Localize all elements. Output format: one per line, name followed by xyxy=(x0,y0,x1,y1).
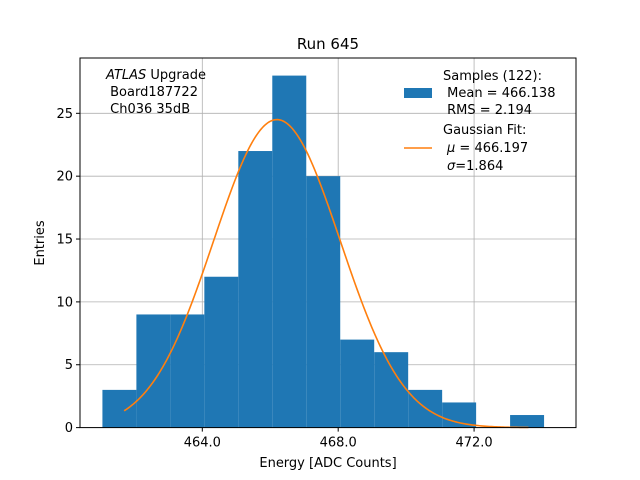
annotation-board: Board187722 xyxy=(106,85,198,100)
legend-samples-patch xyxy=(404,88,432,98)
histogram-bar-10 xyxy=(442,402,477,428)
legend-fit-title: Gaussian Fit: xyxy=(443,123,526,138)
plot-frame xyxy=(79,57,577,429)
histogram-bars xyxy=(102,75,545,428)
histogram-bar-8 xyxy=(374,352,409,428)
histogram-bar-3 xyxy=(204,276,239,428)
legend-sigma-symbol: σ xyxy=(447,159,456,174)
x-tick-label-1: 468.0 xyxy=(320,436,357,451)
gaussian-fit-curve xyxy=(123,118,529,429)
x-axis-label: Energy [ADC Counts] xyxy=(259,456,396,471)
y-axis-ticks: 0 5 10 15 20 25 xyxy=(56,107,80,436)
legend-samples-mean: Mean = 466.138 xyxy=(443,86,555,101)
x-tick-label-0: 464.0 xyxy=(184,436,221,451)
legend-sigma-value: =1.864 xyxy=(455,159,503,174)
histogram-bar-7 xyxy=(340,339,375,428)
annotation: ATLAS Upgrade Board187722 Ch036 35dB xyxy=(105,68,206,117)
y-tick-label-0: 0 xyxy=(65,421,73,436)
histogram-bar-4 xyxy=(238,151,273,428)
histogram-bar-5 xyxy=(272,75,307,428)
chart-title: Run 645 xyxy=(297,35,359,53)
y-tick-label-3: 15 xyxy=(56,233,73,248)
annotation-experiment: ATLAS Upgrade xyxy=(105,68,206,83)
legend-fit-sigma: σ=1.864 xyxy=(447,159,503,174)
y-tick-label-1: 5 xyxy=(65,358,73,373)
annotation-upgrade: Upgrade xyxy=(146,68,206,83)
y-tick-label-4: 20 xyxy=(56,170,73,185)
histogram-bar-0 xyxy=(102,389,137,428)
x-tick-label-2: 472.0 xyxy=(455,436,492,451)
annotation-channel: Ch036 35dB xyxy=(106,102,190,117)
legend: Samples (122): Mean = 466.138 RMS = 2.19… xyxy=(404,69,555,174)
histogram-bar-6 xyxy=(306,176,341,428)
histogram-bar-9 xyxy=(408,389,443,428)
histogram-bar-2 xyxy=(170,314,205,428)
annotation-atlas: ATLAS xyxy=(105,68,146,83)
legend-mu-value: = 466.197 xyxy=(455,141,528,156)
legend-mu-symbol: μ xyxy=(446,141,455,156)
legend-samples-rms: RMS = 2.194 xyxy=(443,103,532,118)
histogram-bar-1 xyxy=(136,314,171,428)
legend-fit-mu: μ = 466.197 xyxy=(446,141,528,156)
y-axis-label: Entries xyxy=(33,220,48,266)
legend-samples-title: Samples (122): xyxy=(443,69,542,84)
x-axis-ticks: 464.0 468.0 472.0 xyxy=(184,427,493,451)
histogram-bar-12 xyxy=(510,415,545,428)
y-tick-label-5: 25 xyxy=(56,107,73,122)
y-tick-label-2: 10 xyxy=(56,295,73,310)
